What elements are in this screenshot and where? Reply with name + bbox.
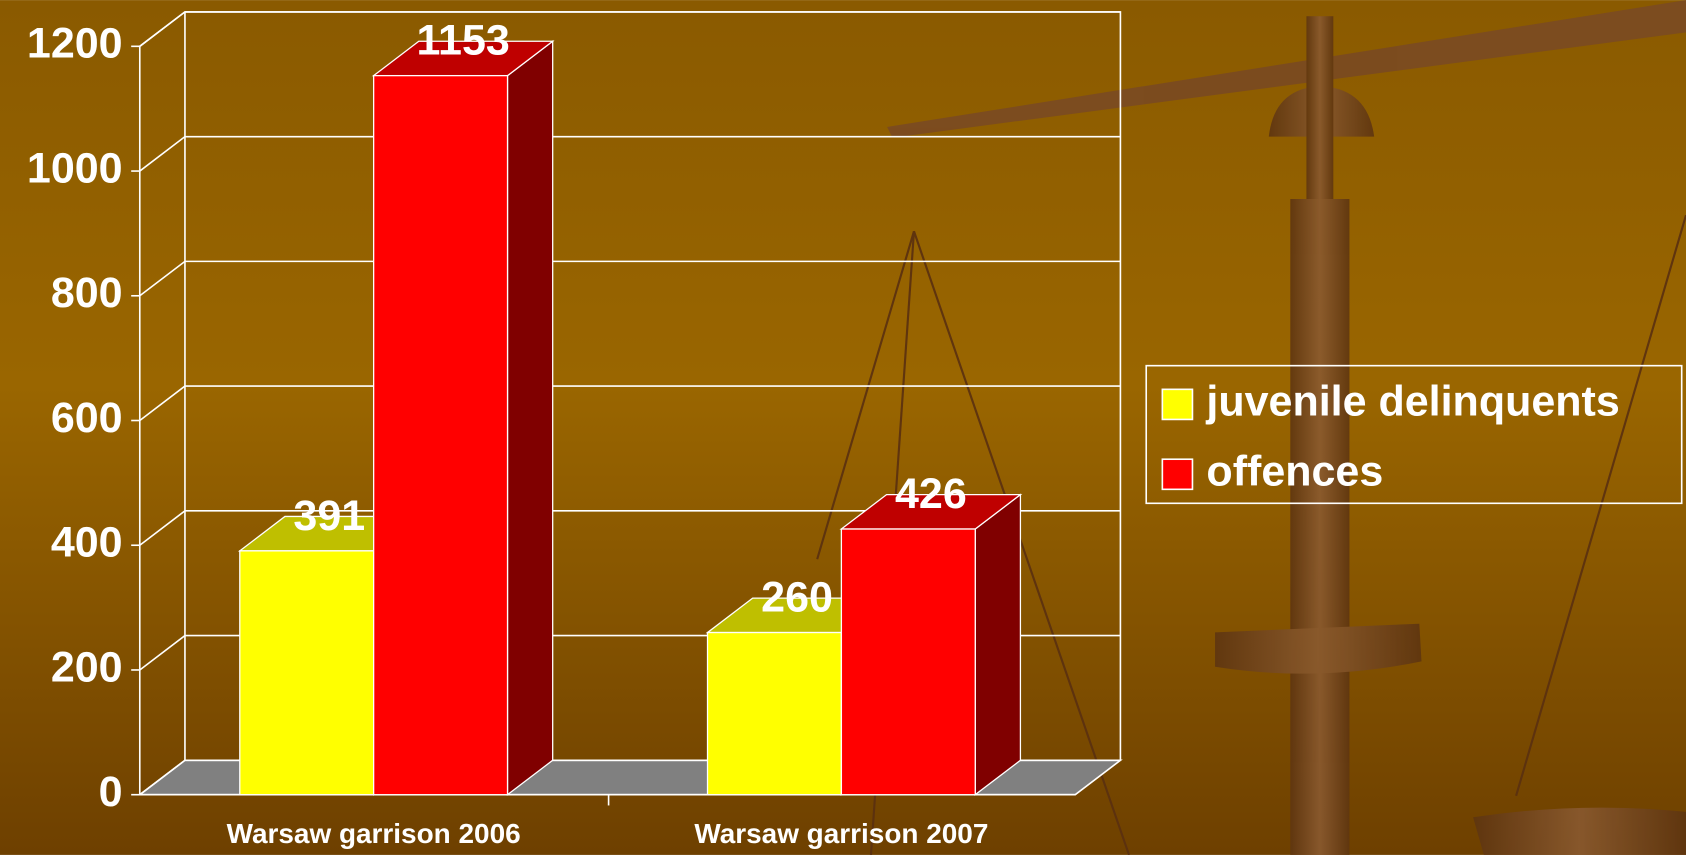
bar <box>239 550 375 796</box>
legend-box <box>1145 364 1683 505</box>
y-tick-label: 1000 <box>27 144 123 192</box>
legend-swatch <box>1161 458 1194 491</box>
bar <box>840 528 976 796</box>
grid-line <box>139 11 1121 47</box>
bar <box>706 631 843 796</box>
y-tick-label: 800 <box>51 269 123 317</box>
value-label: 1153 <box>417 17 510 65</box>
grid-line <box>139 510 1121 546</box>
y-tick-label: 0 <box>99 768 123 816</box>
bar <box>373 74 509 796</box>
scales-decoration <box>816 0 1686 855</box>
y-tick-label: 200 <box>51 643 123 691</box>
grid-line <box>139 260 1121 297</box>
value-label: 426 <box>895 470 967 518</box>
x-tick-label: Warsaw garrison 2006 <box>227 818 521 849</box>
grid-line <box>139 385 1121 422</box>
legend-swatch <box>1161 388 1194 421</box>
legend-label: juvenile delinquents <box>1205 378 1619 426</box>
value-label: 260 <box>761 574 833 622</box>
grid-line <box>139 135 1121 172</box>
bar-side <box>974 493 1022 797</box>
value-label: 391 <box>293 492 365 540</box>
x-tick-label: Warsaw garrison 2007 <box>694 818 988 849</box>
legend-label: offences <box>1206 448 1383 496</box>
y-tick-label: 1200 <box>27 20 123 68</box>
y-tick-label: 400 <box>51 519 123 567</box>
bar-side <box>506 39 554 797</box>
y-tick-label: 600 <box>51 394 123 442</box>
